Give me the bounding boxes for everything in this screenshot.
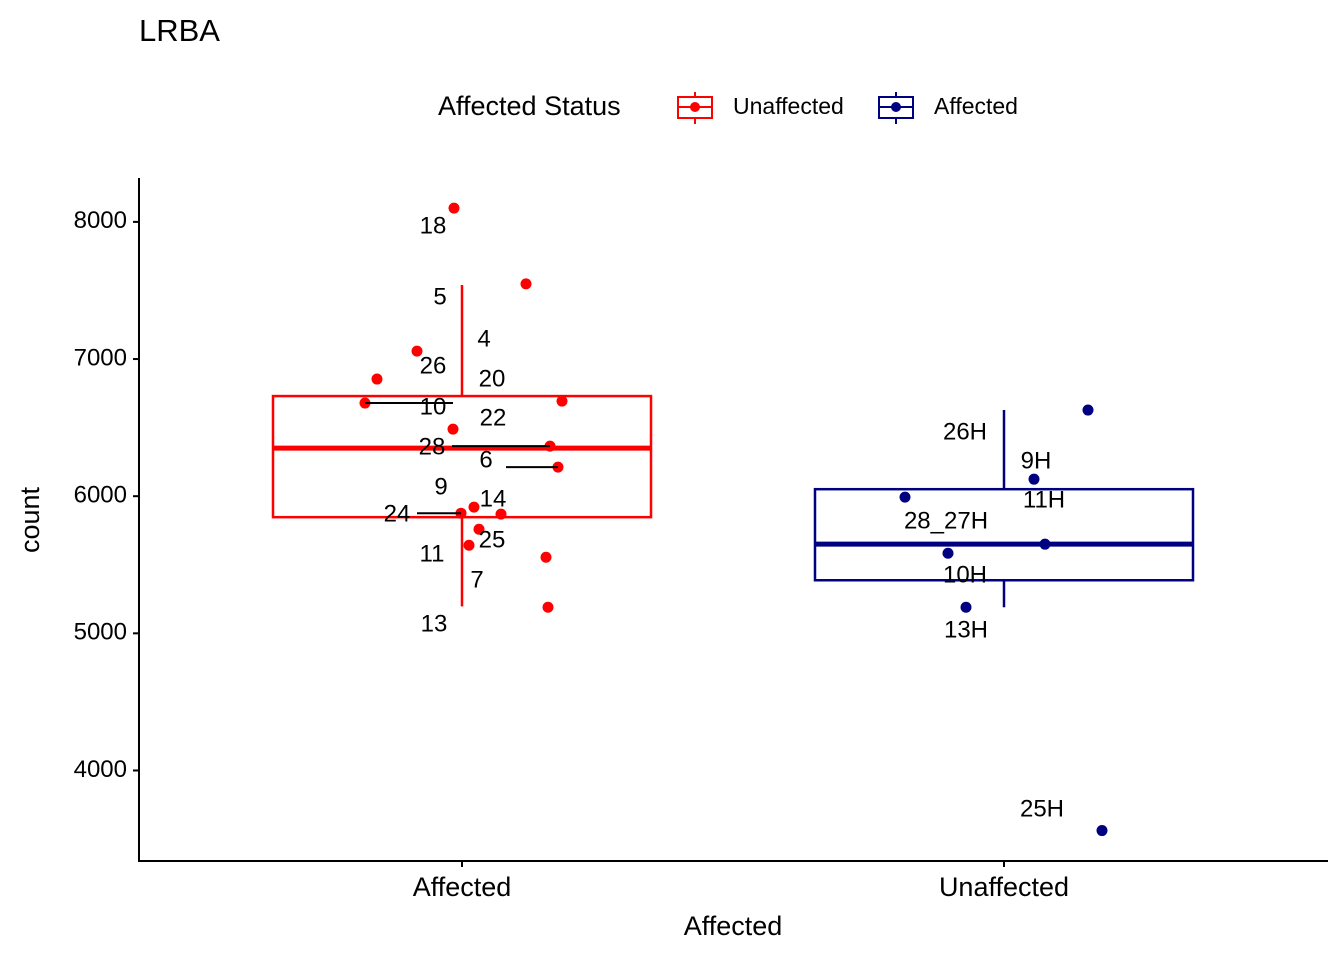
data-point (468, 501, 480, 513)
y-tick-label: 7000 (74, 344, 127, 371)
point-label: 28 (419, 433, 446, 460)
data-point (1039, 538, 1051, 550)
point-label: 6 (479, 446, 492, 473)
y-tick-label: 4000 (74, 756, 127, 783)
data-point (463, 539, 475, 551)
data-point (556, 395, 568, 407)
point-label: 13 (421, 610, 448, 637)
point-label: 26 (420, 352, 447, 379)
point-label: 9H (1021, 447, 1052, 474)
data-point (540, 551, 552, 563)
point-label: 5 (433, 283, 446, 310)
chart-title: LRBA (139, 13, 220, 48)
point-label: 22 (480, 404, 507, 431)
data-point (899, 491, 911, 503)
point-label: 25 (479, 526, 506, 553)
point-label: 11 (420, 540, 445, 567)
x-axis-label: Affected (684, 911, 783, 941)
x-tick-label: Affected (413, 872, 512, 902)
point-label: 11H (1023, 486, 1065, 513)
box (271, 394, 653, 519)
y-tick-label: 6000 (74, 482, 127, 509)
point-label: 14 (480, 485, 507, 512)
data-point (1096, 825, 1108, 837)
legend-key (690, 102, 700, 112)
point-label: 13H (944, 616, 988, 643)
point-label: 28_27H (904, 507, 988, 534)
x-tick-label: Unaffected (939, 872, 1069, 902)
point-label: 10H (943, 561, 987, 588)
data-point (942, 547, 954, 559)
box (813, 487, 1195, 582)
legend-title: Affected Status (438, 91, 621, 121)
legend-label: Unaffected (733, 93, 844, 119)
y-tick-label: 8000 (74, 207, 127, 234)
data-point (1082, 404, 1094, 416)
legend-key (891, 102, 901, 112)
point-label: 24 (384, 500, 411, 527)
data-point (542, 601, 554, 613)
point-label: 10 (420, 393, 447, 420)
data-point (448, 202, 460, 214)
data-point (473, 523, 485, 535)
data-point (411, 345, 423, 357)
y-axis-label: count (15, 486, 45, 553)
point-label: 25H (1020, 795, 1064, 822)
data-point (1028, 473, 1040, 485)
point-label: 26H (943, 418, 987, 445)
data-point (960, 601, 972, 613)
data-point (520, 278, 532, 290)
point-label: 4 (477, 325, 490, 352)
legend-label: Affected (934, 93, 1018, 119)
y-tick-label: 5000 (74, 619, 127, 646)
point-label: 18 (420, 212, 447, 239)
data-point (447, 423, 459, 435)
data-point (371, 373, 383, 385)
point-label: 9 (434, 473, 447, 500)
point-label: 20 (479, 365, 506, 392)
data-point (495, 508, 507, 520)
point-label: 7 (470, 566, 483, 593)
